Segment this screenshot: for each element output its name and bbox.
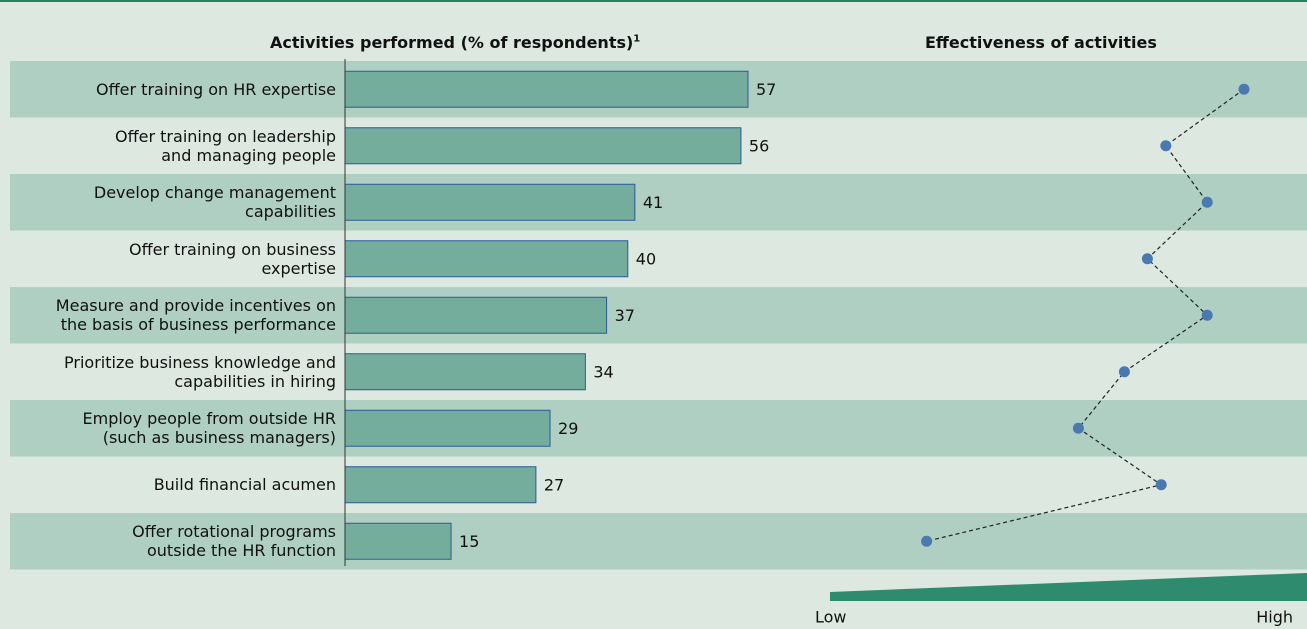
- bar: [344, 409, 551, 447]
- bar: [344, 296, 608, 334]
- bar: [344, 70, 749, 108]
- bar: [344, 353, 586, 391]
- bar-title: Activities performed (% of respondents): [270, 33, 634, 52]
- dot: [921, 535, 933, 547]
- dot: [1155, 479, 1167, 491]
- category-label: Prioritize business knowledge and capabi…: [64, 352, 336, 391]
- category-label: Measure and provide incentives on the ba…: [55, 296, 336, 335]
- high-label: High: [1256, 608, 1293, 627]
- dot: [1072, 422, 1084, 434]
- top-rule: [0, 0, 1307, 2]
- category-label: Offer training on business expertise: [129, 239, 336, 278]
- category-label: Offer training on HR expertise: [96, 79, 336, 99]
- value-label: 40: [636, 249, 656, 268]
- value-label: 37: [615, 306, 635, 325]
- row-band: [10, 174, 1307, 231]
- value-label: 57: [756, 80, 776, 99]
- bar: [344, 466, 537, 504]
- value-label: 56: [749, 136, 769, 155]
- dot: [1201, 196, 1213, 208]
- category-label: Offer rotational programs outside the HR…: [132, 522, 336, 561]
- row-band: [10, 287, 1307, 344]
- value-label: 27: [544, 475, 564, 494]
- bar-title-wrap: Activities performed (% of respondents)1: [270, 33, 640, 52]
- category-label: Develop change management capabilities: [93, 183, 336, 222]
- value-label: 41: [643, 193, 663, 212]
- dot: [1141, 253, 1153, 265]
- dot: [1201, 309, 1213, 321]
- dot: [1118, 366, 1130, 378]
- title-note: 1: [633, 33, 641, 45]
- value-label: 15: [459, 532, 479, 551]
- dot: [1238, 83, 1250, 95]
- row-band: [10, 513, 1307, 570]
- category-label: Build financial acumen: [153, 475, 336, 495]
- dot-title: Effectiveness of activities: [925, 33, 1157, 52]
- value-label: 29: [558, 419, 578, 438]
- row-band: [10, 400, 1307, 457]
- category-label: Employ people from outside HR (such as b…: [82, 409, 337, 448]
- value-label: 34: [593, 362, 613, 381]
- category-label: Offer training on leadership and managin…: [115, 126, 336, 165]
- dot: [1160, 140, 1172, 152]
- scale-wedge: [830, 573, 1307, 601]
- bar: [344, 240, 629, 278]
- low-label: Low: [815, 608, 847, 627]
- bar: [344, 522, 452, 560]
- bar: [344, 127, 742, 165]
- bar: [344, 183, 636, 221]
